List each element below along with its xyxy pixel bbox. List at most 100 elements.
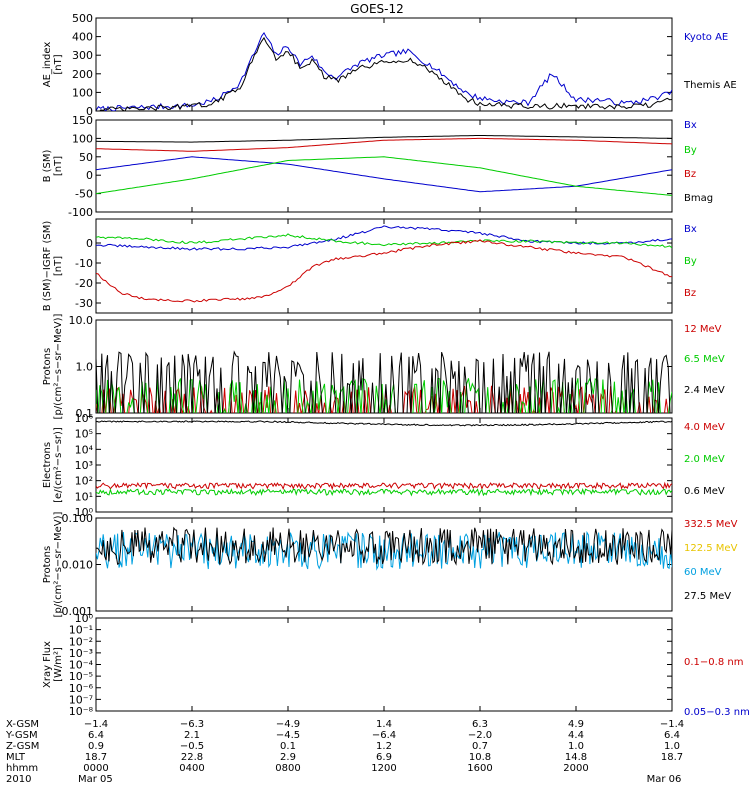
series-line	[96, 135, 672, 143]
x-tick-label: −2.0	[468, 730, 492, 741]
series-line	[96, 385, 669, 413]
y-axis-label: [nT]	[53, 54, 64, 74]
x-tick-label: 6.4	[664, 730, 680, 741]
x-tick-label: 1.2	[376, 741, 392, 752]
x-tick-label: 0800	[275, 763, 300, 774]
y-tick-label: 300	[72, 49, 93, 62]
y-axis-label: [e/(cm²−s−sr)]	[53, 427, 64, 503]
y-tick-label: 10⁻⁶	[69, 682, 94, 695]
series-line	[96, 31, 672, 111]
y-tick-label: 0.100	[62, 512, 94, 525]
x-tick-label: 1.0	[568, 741, 584, 752]
y-axis-label: [nT]	[53, 156, 64, 176]
y-tick-label: -30	[75, 297, 93, 310]
y-tick-label: 10⁵	[75, 428, 93, 441]
y-axis-label: [p/(cm²−s−sr−MeV)]	[53, 511, 64, 617]
x-tick-label: −4.5	[276, 730, 300, 741]
x-tick-label: 18.7	[661, 752, 683, 763]
y-tick-label: 10⁰	[75, 506, 94, 519]
y-tick-label: 10⁴	[75, 443, 94, 456]
x-tick-label: 1600	[467, 763, 492, 774]
panel-frame	[95, 17, 673, 112]
y-tick-label: -50	[75, 188, 93, 201]
legend-label: 0.1−0.8 nm	[684, 657, 743, 668]
y-tick-label: 100	[72, 86, 93, 99]
y-tick-label: 1.0	[76, 361, 94, 374]
series-line	[98, 36, 672, 111]
legend-label: Themis AE	[683, 80, 737, 91]
y-tick-label: 10⁻¹	[69, 624, 93, 637]
y-axis-label: [nT]	[53, 256, 64, 276]
series-line	[96, 239, 672, 303]
legend-label: 0.05−0.3 nm	[684, 707, 750, 718]
legend-label: Bx	[684, 224, 697, 235]
chart-title: GOES-12	[350, 2, 404, 16]
x-tick-label: 2.1	[184, 730, 200, 741]
x-end-label: Mar 06	[647, 774, 682, 785]
y-tick-label: 10⁻⁸	[69, 705, 94, 718]
x-tick-label: 1.0	[664, 741, 680, 752]
x-tick-label: 10.8	[469, 752, 491, 763]
x-tick-label: 2000	[563, 763, 588, 774]
legend-label: 4.0 MeV	[684, 422, 725, 433]
y-tick-label: 0	[86, 169, 93, 182]
y-tick-label: 10⁶	[75, 412, 94, 425]
x-tick-label: 4.9	[568, 719, 584, 730]
y-tick-label: 150	[72, 114, 93, 127]
x-tick-label: −1.4	[660, 719, 684, 730]
legend-label: 332.5 MeV	[684, 519, 738, 530]
series-line	[96, 233, 672, 249]
legend-label: Bz	[684, 169, 696, 180]
series-line	[96, 156, 672, 193]
legend-label: By	[684, 145, 697, 156]
x-row-label: Z-GSM	[6, 741, 39, 752]
y-tick-label: 500	[72, 12, 93, 25]
x-row-label: Y-GSM	[5, 730, 38, 741]
series-line	[96, 487, 672, 497]
y-tick-label: 0	[86, 105, 93, 118]
x-tick-label: −6.4	[372, 730, 396, 741]
panel-frame	[95, 617, 673, 712]
panel-bgrf: -30 -20 -10 0 B (SM)−IGRF (SM) [nT] Bx By Bz	[42, 218, 697, 314]
series-line	[96, 377, 672, 413]
panel-protons1: 0.1 1.0 10.0 Protons [p/(cm²−s−sr−MeV)] 12 Me…	[42, 313, 725, 420]
panel-frame	[95, 417, 673, 513]
y-axis-label: Protons	[42, 546, 53, 583]
panel-frame	[95, 517, 673, 612]
series-line	[96, 156, 672, 196]
y-tick-label: 0.001	[62, 605, 94, 618]
y-tick-label: 10³	[75, 459, 93, 472]
series-line	[96, 225, 672, 251]
x-tick-label: 6.9	[376, 752, 392, 763]
y-tick-label: 10⁻⁴	[69, 659, 94, 672]
y-tick-label: 400	[72, 31, 93, 44]
legend-label: 2.0 MeV	[684, 454, 725, 465]
x-row-label: hhmm	[6, 763, 38, 774]
y-axis-label: [p/(cm²−s−sr−MeV)]	[53, 313, 64, 419]
legend-label: 0.6 MeV	[684, 486, 725, 497]
y-axis-label: AE_index	[42, 42, 53, 88]
x-row-label: 2010	[6, 774, 31, 785]
y-tick-label: 100	[72, 132, 93, 145]
y-tick-label: 10⁻⁷	[69, 693, 93, 706]
y-tick-label: 10⁻²	[69, 635, 93, 648]
x-tick-label: 6.3	[472, 719, 488, 730]
panel-frame	[95, 119, 673, 213]
legend-label: Bx	[684, 120, 697, 131]
x-tick-label: 2.9	[280, 752, 296, 763]
x-tick-label: 22.8	[181, 752, 203, 763]
panel-electrons: 10⁰ 10¹ 10² 10³ 10⁴ 10⁵ 10⁶ Electrons [e/(cm²−s−…	[42, 412, 725, 519]
y-tick-label: -20	[75, 277, 93, 290]
legend-label: 60 MeV	[684, 567, 722, 578]
panel-ae: 0 100 200 300 400 500 AE_index [nT] Kyoto AE Them…	[42, 12, 737, 118]
y-tick-label: -10	[75, 257, 93, 270]
y-axis-label: Xray Flux	[42, 641, 53, 688]
panel-protons2: 0.001 0.010 0.100 Protons [p/(cm²−s−sr−MeV)]…	[42, 511, 738, 618]
panel-bsm: -100 -50 0 50 100 150 B (SM) [nT] Bx By Bz Bmag	[42, 114, 713, 219]
x-tick-label: 0.1	[280, 741, 296, 752]
legend-label: 27.5 MeV	[684, 591, 731, 602]
legend-label: 6.5 MeV	[684, 354, 725, 365]
series-line	[96, 137, 672, 152]
y-tick-label: 0.010	[62, 559, 94, 572]
